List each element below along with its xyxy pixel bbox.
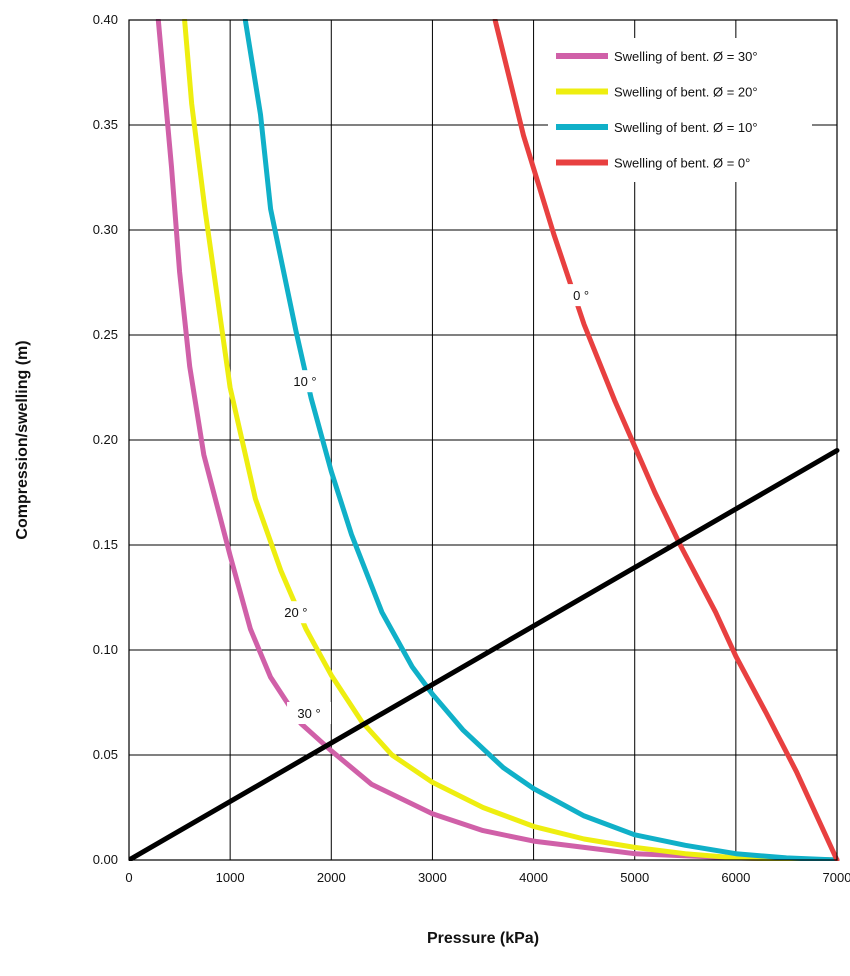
y-tick-label: 0.20 xyxy=(93,432,118,447)
series-line-0 xyxy=(155,19,840,861)
legend-item-label: Swelling of bent. Ø = 20° xyxy=(614,85,758,100)
x-tick-label: 6000 xyxy=(721,870,750,885)
series-line-3 xyxy=(492,19,840,861)
y-tick-label: 0.40 xyxy=(93,12,118,27)
plot-frame xyxy=(128,19,838,861)
y-tick-label: 0.30 xyxy=(93,222,118,237)
curve-label: 10 ° xyxy=(293,374,316,389)
y-tick-label: 0.05 xyxy=(93,747,118,762)
curve-labels: 30 ° 20 ° 10 ° 0 ° xyxy=(273,284,604,724)
y-tick-label: 0.10 xyxy=(93,642,118,657)
series-line-1 xyxy=(182,19,840,861)
legend-item-label: Swelling of bent. Ø = 10° xyxy=(614,120,758,135)
curve-label-bg xyxy=(282,370,327,393)
x-tick-label: 5000 xyxy=(620,870,649,885)
x-tick-label: 1000 xyxy=(216,870,245,885)
legend-box xyxy=(548,38,812,182)
x-axis-title: Pressure (kPa) xyxy=(427,930,539,947)
legend-item-label: Swelling of bent. Ø = 0° xyxy=(614,156,750,171)
curve-label-bg xyxy=(273,601,318,624)
series-layer xyxy=(129,19,840,861)
curve-label: 20 ° xyxy=(284,605,307,620)
x-tick-label: 4000 xyxy=(519,870,548,885)
legend: Swelling of bent. Ø = 30° Swelling of ben… xyxy=(548,38,812,182)
x-tick-label: 7000 xyxy=(823,870,850,885)
x-tick-label: 0 xyxy=(125,870,132,885)
y-tick-label: 0.25 xyxy=(93,327,118,342)
axis-ticks: 0 1000 2000 3000 4000 5000 6000 7000 0.00 0.05 0.1… xyxy=(93,12,850,885)
x-tick-label: 3000 xyxy=(418,870,447,885)
x-tick-label: 2000 xyxy=(317,870,346,885)
series-line-4 xyxy=(129,448,840,861)
curve-label-bg xyxy=(559,284,604,307)
curve-label: 0 ° xyxy=(573,288,589,303)
y-tick-label: 0.00 xyxy=(93,852,118,867)
series-line-2 xyxy=(242,19,840,861)
curve-label: 30 ° xyxy=(297,706,320,721)
y-tick-label: 0.15 xyxy=(93,537,118,552)
y-tick-label: 0.35 xyxy=(93,117,118,132)
curve-label-bg xyxy=(287,702,332,724)
y-axis-title: Compression/swelling (m) xyxy=(14,340,31,539)
legend-item-label: Swelling of bent. Ø = 30° xyxy=(614,49,758,64)
